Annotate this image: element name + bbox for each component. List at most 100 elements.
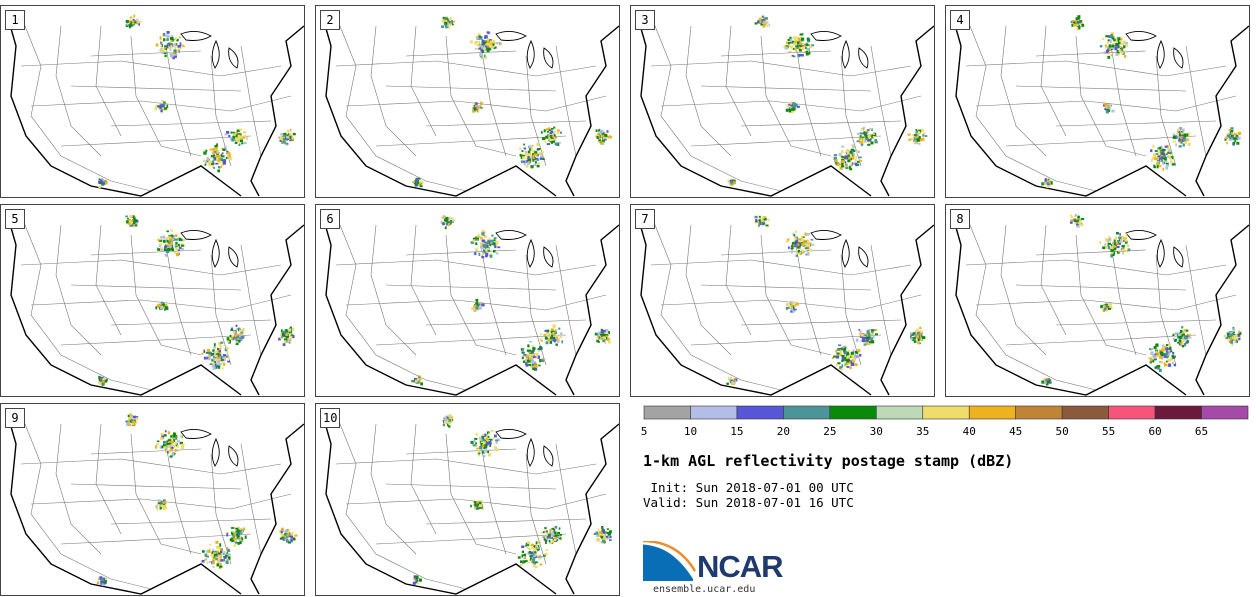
state-boundary bbox=[405, 448, 517, 455]
reflectivity-pixel bbox=[100, 578, 105, 582]
reflectivity-pixel bbox=[1162, 349, 1167, 352]
reflectivity-pixel bbox=[236, 339, 240, 342]
reflectivity-pixel bbox=[234, 136, 238, 140]
reflectivity-pixel bbox=[415, 179, 417, 183]
reflectivity-pixel bbox=[526, 349, 530, 352]
reflectivity-pixel bbox=[476, 505, 479, 508]
ensemble-member-panel-8[interactable]: 8 bbox=[945, 204, 1250, 397]
reflectivity-pixel bbox=[1125, 233, 1128, 237]
ensemble-member-panel-3[interactable]: 3 bbox=[630, 5, 935, 198]
reflectivity-pixel bbox=[539, 157, 542, 160]
reflectivity-pixel bbox=[157, 499, 161, 503]
ensemble-member-panel-5[interactable]: 5 bbox=[0, 204, 305, 397]
reflectivity-pixel bbox=[483, 446, 487, 450]
reflectivity-pixel bbox=[1126, 244, 1130, 248]
reflectivity-pixel bbox=[475, 102, 478, 105]
great-lake bbox=[495, 230, 527, 240]
reflectivity-pixel bbox=[492, 40, 496, 43]
ensemble-member-panel-9[interactable]: 9 bbox=[0, 403, 305, 596]
reflectivity-pixel bbox=[219, 550, 223, 554]
reflectivity-pixel bbox=[214, 147, 218, 150]
reflectivity-pixel bbox=[851, 162, 854, 165]
reflectivity-pixel bbox=[1117, 38, 1120, 42]
state-boundary bbox=[240, 244, 262, 356]
reflectivity-pixel bbox=[279, 139, 282, 142]
reflectivity-pixel bbox=[534, 551, 537, 555]
reflectivity-pixel bbox=[159, 107, 162, 109]
coastline bbox=[950, 209, 1187, 396]
reflectivity-pixel bbox=[522, 154, 525, 157]
reflectivity-pixel bbox=[550, 137, 553, 139]
state-boundary bbox=[1005, 334, 1197, 346]
state-boundary bbox=[1155, 55, 1177, 167]
reflectivity-pixel bbox=[1233, 331, 1235, 334]
reflectivity-pixel bbox=[163, 440, 167, 444]
reflectivity-pixel bbox=[1231, 132, 1233, 135]
reflectivity-pixel bbox=[552, 324, 556, 328]
reflectivity-pixel bbox=[833, 154, 838, 157]
reflectivity-pixel bbox=[1167, 349, 1171, 352]
reflectivity-pixel bbox=[1165, 164, 1169, 167]
reflectivity-pixel bbox=[1182, 137, 1186, 141]
ensemble-member-panel-2[interactable]: 2 bbox=[315, 5, 620, 198]
reflectivity-pixel bbox=[532, 150, 536, 153]
ensemble-member-panel-7[interactable]: 7 bbox=[630, 204, 935, 397]
reflectivity-pixel bbox=[1166, 348, 1170, 350]
reflectivity-pixel bbox=[912, 134, 916, 136]
ensemble-member-panel-10[interactable]: 10 bbox=[315, 403, 620, 596]
ensemble-member-panel-1[interactable]: 1 bbox=[0, 5, 305, 198]
reflectivity-pixel bbox=[443, 420, 447, 424]
reflectivity-pixel bbox=[601, 533, 605, 536]
state-boundary bbox=[165, 244, 192, 356]
reflectivity-pixel bbox=[539, 556, 543, 559]
reflectivity-pixel bbox=[473, 104, 477, 107]
state-boundary bbox=[720, 249, 832, 256]
reflectivity-pixel bbox=[284, 332, 287, 336]
state-boundary bbox=[525, 55, 547, 167]
reflectivity-pixel bbox=[243, 142, 247, 144]
reflectivity-pixel bbox=[1078, 221, 1082, 225]
reflectivity-pixel bbox=[537, 162, 541, 165]
reflectivity-pixel bbox=[841, 359, 844, 362]
reflectivity-pixel bbox=[1166, 356, 1169, 359]
state-boundary bbox=[55, 423, 102, 555]
reflectivity-pixel bbox=[1077, 219, 1080, 222]
reflectivity-pixel bbox=[797, 41, 800, 45]
great-lake bbox=[211, 39, 220, 69]
reflectivity-pixel bbox=[213, 552, 217, 555]
ensemble-member-panel-4[interactable]: 4 bbox=[945, 5, 1250, 198]
reflectivity-pixel bbox=[786, 306, 790, 309]
reflectivity-pixel bbox=[1152, 144, 1155, 148]
reflectivity-pixel bbox=[1157, 157, 1161, 160]
reflectivity-pixel bbox=[286, 539, 289, 543]
reflectivity-pixel bbox=[132, 420, 136, 424]
reflectivity-pixel bbox=[1179, 133, 1181, 137]
ensemble-member-panel-6[interactable]: 6 bbox=[315, 204, 620, 397]
reflectivity-pixel bbox=[160, 48, 164, 52]
ncar-logo bbox=[643, 541, 697, 581]
reflectivity-pixel bbox=[797, 37, 801, 40]
reflectivity-pixel bbox=[528, 364, 532, 366]
reflectivity-pixel bbox=[1077, 15, 1081, 19]
reflectivity-pixel bbox=[280, 530, 283, 534]
reflectivity-pixel bbox=[477, 308, 480, 311]
reflectivity-pixel bbox=[1238, 333, 1242, 335]
reflectivity-pixel bbox=[472, 109, 476, 113]
reflectivity-pixel bbox=[801, 37, 805, 41]
reflectivity-pixel bbox=[600, 535, 604, 538]
reflectivity-pixel bbox=[801, 43, 805, 46]
reflectivity-pixel bbox=[605, 335, 608, 338]
reflectivity-pixel bbox=[797, 249, 801, 253]
reflectivity-pixel bbox=[862, 126, 866, 130]
reflectivity-pixel bbox=[166, 37, 169, 41]
reflectivity-pixel bbox=[230, 328, 234, 331]
reflectivity-pixel bbox=[226, 532, 229, 534]
great-lake bbox=[1173, 47, 1184, 69]
reflectivity-pixel bbox=[476, 447, 480, 450]
reflectivity-pixel bbox=[495, 439, 498, 442]
reflectivity-pixel bbox=[604, 531, 607, 534]
reflectivity-pixel bbox=[444, 17, 447, 21]
reflectivity-pixel bbox=[485, 442, 489, 446]
reflectivity-pixel bbox=[227, 340, 230, 343]
reflectivity-pixel bbox=[475, 107, 478, 111]
